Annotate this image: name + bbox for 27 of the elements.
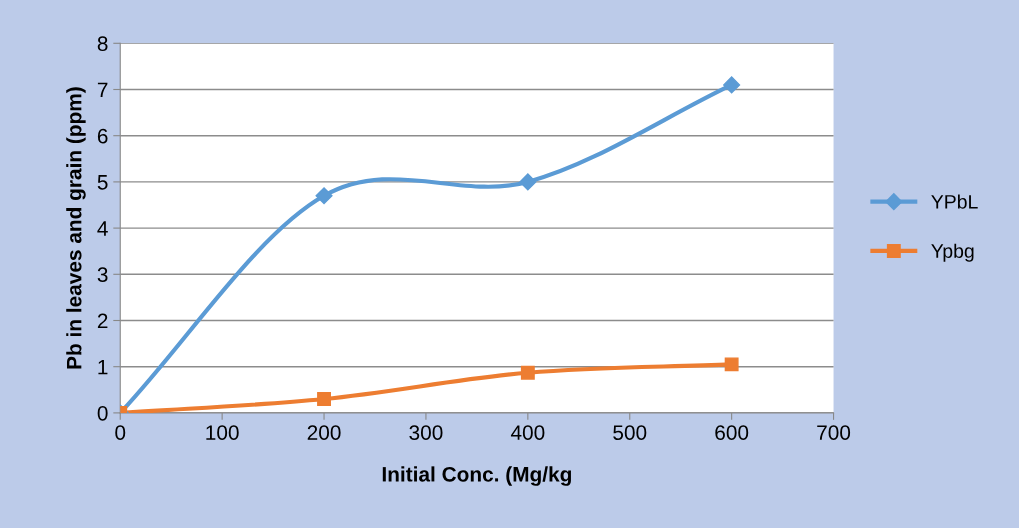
legend-label: Ypbg	[931, 243, 974, 262]
x-tick-label: 600	[715, 425, 749, 440]
point	[723, 76, 741, 94]
y-tick-label: 3	[97, 267, 108, 283]
point	[520, 365, 535, 380]
x-axis-title: Initial Conc. (Mg/kg	[382, 466, 571, 486]
y-tick-label: 5	[97, 175, 108, 190]
point	[724, 357, 739, 372]
x-tick-label: 0	[115, 425, 126, 440]
y-tick-label: 6	[97, 128, 108, 144]
point	[315, 187, 333, 205]
x-tick-label: 700	[817, 425, 851, 440]
x-tick-label: 100	[206, 425, 239, 440]
x-tick-label: 400	[510, 425, 545, 440]
point	[519, 173, 537, 191]
legend-label: YPbL	[931, 194, 978, 209]
x-tick-label: 300	[409, 425, 443, 440]
y-tick-label: 8	[97, 36, 108, 52]
y-tick-label: 7	[97, 82, 108, 98]
y-tick-label: 0	[97, 405, 108, 421]
x-tick-label: 200	[307, 425, 341, 440]
x-tick-label: 500	[613, 425, 647, 440]
y-tick-label: 2	[97, 313, 108, 329]
y-tick-label: 1	[98, 359, 108, 375]
y-axis-title: Pb in leaves and grain (ppm)	[66, 87, 86, 369]
y-tick-label: 4	[97, 221, 108, 236]
point	[317, 392, 331, 406]
